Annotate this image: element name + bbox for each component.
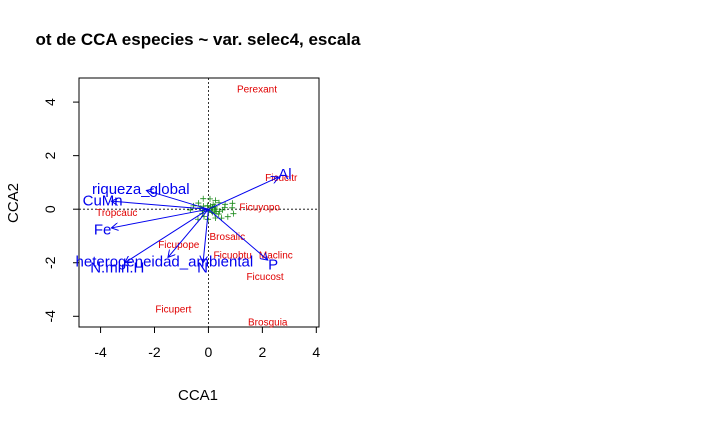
site-marker (204, 202, 211, 209)
env-vector-arrow (203, 209, 209, 263)
chart-title: ot de CCA especies ~ var. selec4, escala (36, 30, 361, 49)
env-vector-label: riqueza_global (92, 181, 190, 198)
site-marker (212, 215, 219, 222)
y-tick-label: 0 (42, 205, 58, 213)
species-label: Maclinc (259, 251, 293, 262)
y-axis-label: CCA2 (5, 183, 22, 223)
site-marker (212, 197, 219, 204)
site-marker (229, 204, 236, 211)
x-axis-label: CCA1 (178, 387, 218, 404)
env-vector-arrow (168, 208, 209, 257)
x-tick-label: 4 (312, 344, 320, 360)
site-marker (230, 210, 237, 217)
species-label: Ficuobtu (214, 251, 252, 262)
site-marker (224, 213, 231, 220)
env-vector-label: heterogeneidad_ambiental (76, 254, 254, 271)
species-label: Ficuyopo (239, 203, 280, 214)
y-tick-label: 4 (42, 98, 58, 106)
species-label: Ficupope (158, 240, 200, 251)
x-tick-label: 2 (258, 344, 266, 360)
species-label: Ficucost (246, 272, 283, 283)
env-vector-arrow (125, 208, 209, 263)
site-marker (195, 200, 202, 207)
x-tick-label: -2 (148, 344, 161, 360)
x-tick-label: -4 (94, 344, 107, 360)
env-vector-arrow (146, 190, 209, 210)
env-vector-arrow (208, 177, 278, 210)
species-label: Ficucitr (265, 173, 298, 184)
env-vector-label: P (268, 257, 278, 274)
species-label: Brosalic (210, 232, 246, 243)
species-label: Tropcauc (96, 208, 137, 219)
plot-area: -4 -2 0 2 4 -4 -2 0 2 4 Perexant Ficucitr Ficuyopo Tr… (42, 77, 320, 360)
env-vector-label: N.min.H (90, 260, 144, 277)
site-marker (219, 206, 226, 213)
site-marker (208, 207, 215, 214)
site-marker (213, 208, 220, 215)
y-tick-label: -4 (42, 310, 58, 323)
species-label: Brosguia (248, 318, 288, 329)
env-vector-label: Al (278, 166, 291, 183)
env-vector-label: N (197, 260, 208, 277)
env-vector-label: Fe (94, 222, 112, 239)
env-vector-arrow (111, 208, 209, 228)
x-tick-label: 0 (205, 344, 213, 360)
env-vector-arrow (208, 208, 267, 260)
y-tick-label: 2 (42, 152, 58, 160)
site-marker (200, 195, 207, 202)
plot-frame (78, 77, 320, 328)
env-vector-arrow (111, 201, 209, 210)
y-tick-label: -2 (42, 256, 58, 269)
species-label: Ficupert (155, 304, 191, 315)
env-vector-label: CuMn (83, 192, 123, 209)
site-marker (206, 195, 213, 202)
species-label: Perexant (237, 85, 277, 96)
